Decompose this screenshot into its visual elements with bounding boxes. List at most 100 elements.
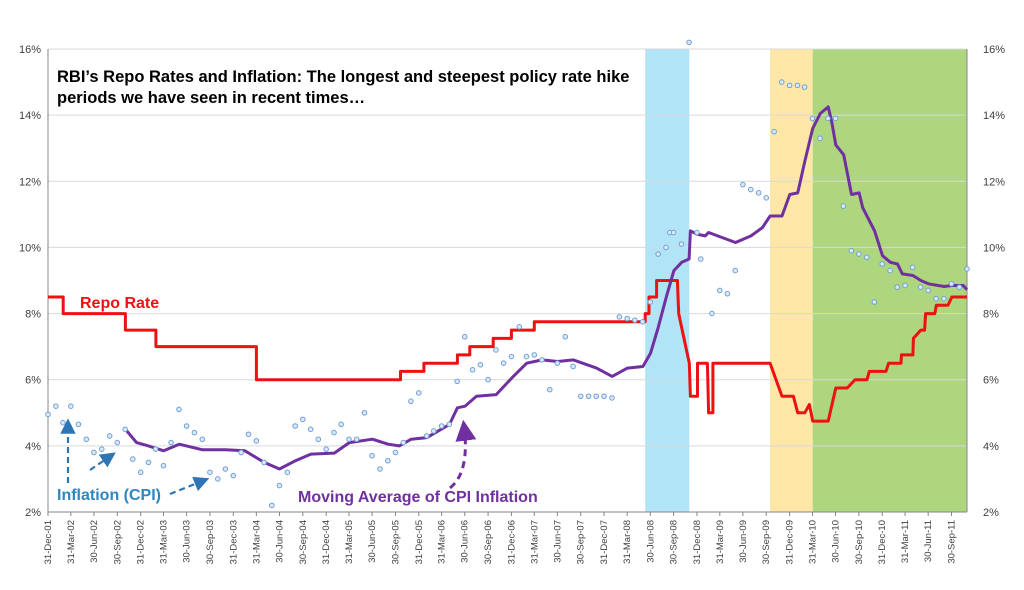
cpi-point <box>106 433 113 439</box>
cpi-point <box>909 264 916 271</box>
cpi-point <box>469 366 476 373</box>
cpi-point <box>585 393 592 400</box>
cpi-point <box>771 128 777 135</box>
x-tick-label: 31-Dec-08 <box>692 520 703 564</box>
cpi-point <box>493 347 499 353</box>
cpi-point <box>60 419 66 426</box>
cpi-point <box>152 446 159 452</box>
cpi-point <box>183 423 190 429</box>
series-1 <box>124 105 969 471</box>
cpi-point <box>160 462 167 469</box>
x-tick-label: 30-Sep-10 <box>854 520 865 564</box>
y-tick-label: 2% <box>25 507 41 519</box>
cpi-point <box>887 267 893 274</box>
shaded-period-2 <box>770 49 813 512</box>
cpi-point <box>446 421 453 428</box>
cpi-point <box>902 282 908 289</box>
cpi-point <box>697 256 704 262</box>
x-tick-label: 30-Sep-09 <box>761 520 772 564</box>
annotation-inflation-cpi: Inflation (CPI) <box>57 487 161 504</box>
cpi-point <box>825 115 831 122</box>
shaded-period-3 <box>812 49 967 512</box>
x-tick-label: 30-Jun-11 <box>923 520 934 562</box>
y2-tick-label: 10% <box>983 242 1005 254</box>
x-axis: 31-Dec-01 31-Mar-02 30-Jun-02 30-Sep-02 31-D… <box>43 512 958 564</box>
x-tick-label: 30-Sep-06 <box>483 520 494 564</box>
cpi-point <box>786 82 793 89</box>
cpi-point <box>253 438 260 444</box>
shaded-periods <box>645 49 967 512</box>
cpi-point <box>176 406 182 413</box>
cpi-point <box>292 423 298 429</box>
arrow-moving-average <box>449 419 477 490</box>
cpi-point <box>415 390 422 396</box>
annotations: Repo Rate Inflation (CPI) Moving Average… <box>57 295 538 506</box>
moving-average-line <box>124 105 969 471</box>
cpi-point <box>639 319 646 325</box>
cpi-point <box>562 333 569 340</box>
cpi-point <box>778 79 785 85</box>
repo-rate-line <box>48 279 967 423</box>
cpi-point <box>129 456 136 462</box>
cpi-point <box>531 352 538 358</box>
x-tick-label: 31-Mar-11 <box>900 520 911 563</box>
cpi-point <box>83 436 90 443</box>
cpi-point <box>964 266 970 272</box>
cpi-point <box>523 353 530 360</box>
y2-tick-label: 14% <box>983 110 1005 122</box>
cpi-point <box>678 241 685 247</box>
x-tick-label: 30-Sep-04 <box>298 520 309 564</box>
cpi-point <box>616 314 623 320</box>
cpi-point <box>377 466 383 472</box>
cpi-point <box>933 295 939 302</box>
y-tick-label: 4% <box>25 441 41 453</box>
cpi-point <box>346 436 352 443</box>
cpi-point <box>848 247 855 254</box>
cpi-point <box>794 82 801 89</box>
cpi-point <box>593 393 600 400</box>
cpi-point <box>500 360 507 366</box>
cpi-point <box>168 439 174 446</box>
cpi-point <box>338 421 344 428</box>
x-tick-label: 31-Dec-07 <box>599 520 610 564</box>
x-tick-label: 31-Dec-02 <box>136 520 147 564</box>
cpi-point <box>554 360 561 366</box>
cpi-point <box>238 449 244 456</box>
x-tick-label: 31-Dec-05 <box>414 520 425 564</box>
cpi-point <box>315 436 322 443</box>
cpi-point <box>740 181 746 188</box>
x-tick-label: 30-Sep-05 <box>390 520 401 564</box>
cpi-point <box>817 135 823 142</box>
x-tick-label: 31-Mar-04 <box>251 520 262 564</box>
cpi-point <box>647 299 654 305</box>
cpi-point <box>655 251 661 257</box>
x-tick-label: 30-Sep-02 <box>112 520 123 564</box>
x-tick-label: 30-Jun-02 <box>89 520 100 563</box>
cpi-point <box>245 431 252 438</box>
cpi-point <box>570 363 576 370</box>
annotation-moving-average: Moving Average of CPI Inflation <box>298 489 538 506</box>
cpi-point <box>122 426 128 433</box>
cpi-point <box>331 429 337 436</box>
x-tick-label: 31-Dec-03 <box>228 520 239 564</box>
cpi-point <box>809 115 816 122</box>
cpi-point <box>222 466 229 472</box>
arrow-cpi-right <box>89 452 116 471</box>
cpi-point <box>755 190 762 196</box>
x-tick-label: 30-Jun-03 <box>182 520 193 563</box>
cpi-point <box>863 254 870 261</box>
cpi-point <box>801 84 808 90</box>
cpi-point <box>261 459 267 466</box>
x-tick-label: 31-Mar-06 <box>437 520 448 564</box>
x-tick-label: 31-Dec-10 <box>877 520 888 564</box>
cpi-point <box>732 267 739 274</box>
x-tick-label: 30-Sep-03 <box>205 520 216 564</box>
x-tick-label: 31-Mar-05 <box>344 520 355 564</box>
cpi-point <box>717 287 723 294</box>
cpi-point <box>385 457 391 464</box>
y-tick-label: 16% <box>19 44 41 56</box>
y2-tick-label: 4% <box>983 441 999 453</box>
chart-title: RBI’s Repo Rates and Inflation: The long… <box>57 68 629 107</box>
chart-title-line-2: periods we have seen in recent times… <box>57 89 365 107</box>
